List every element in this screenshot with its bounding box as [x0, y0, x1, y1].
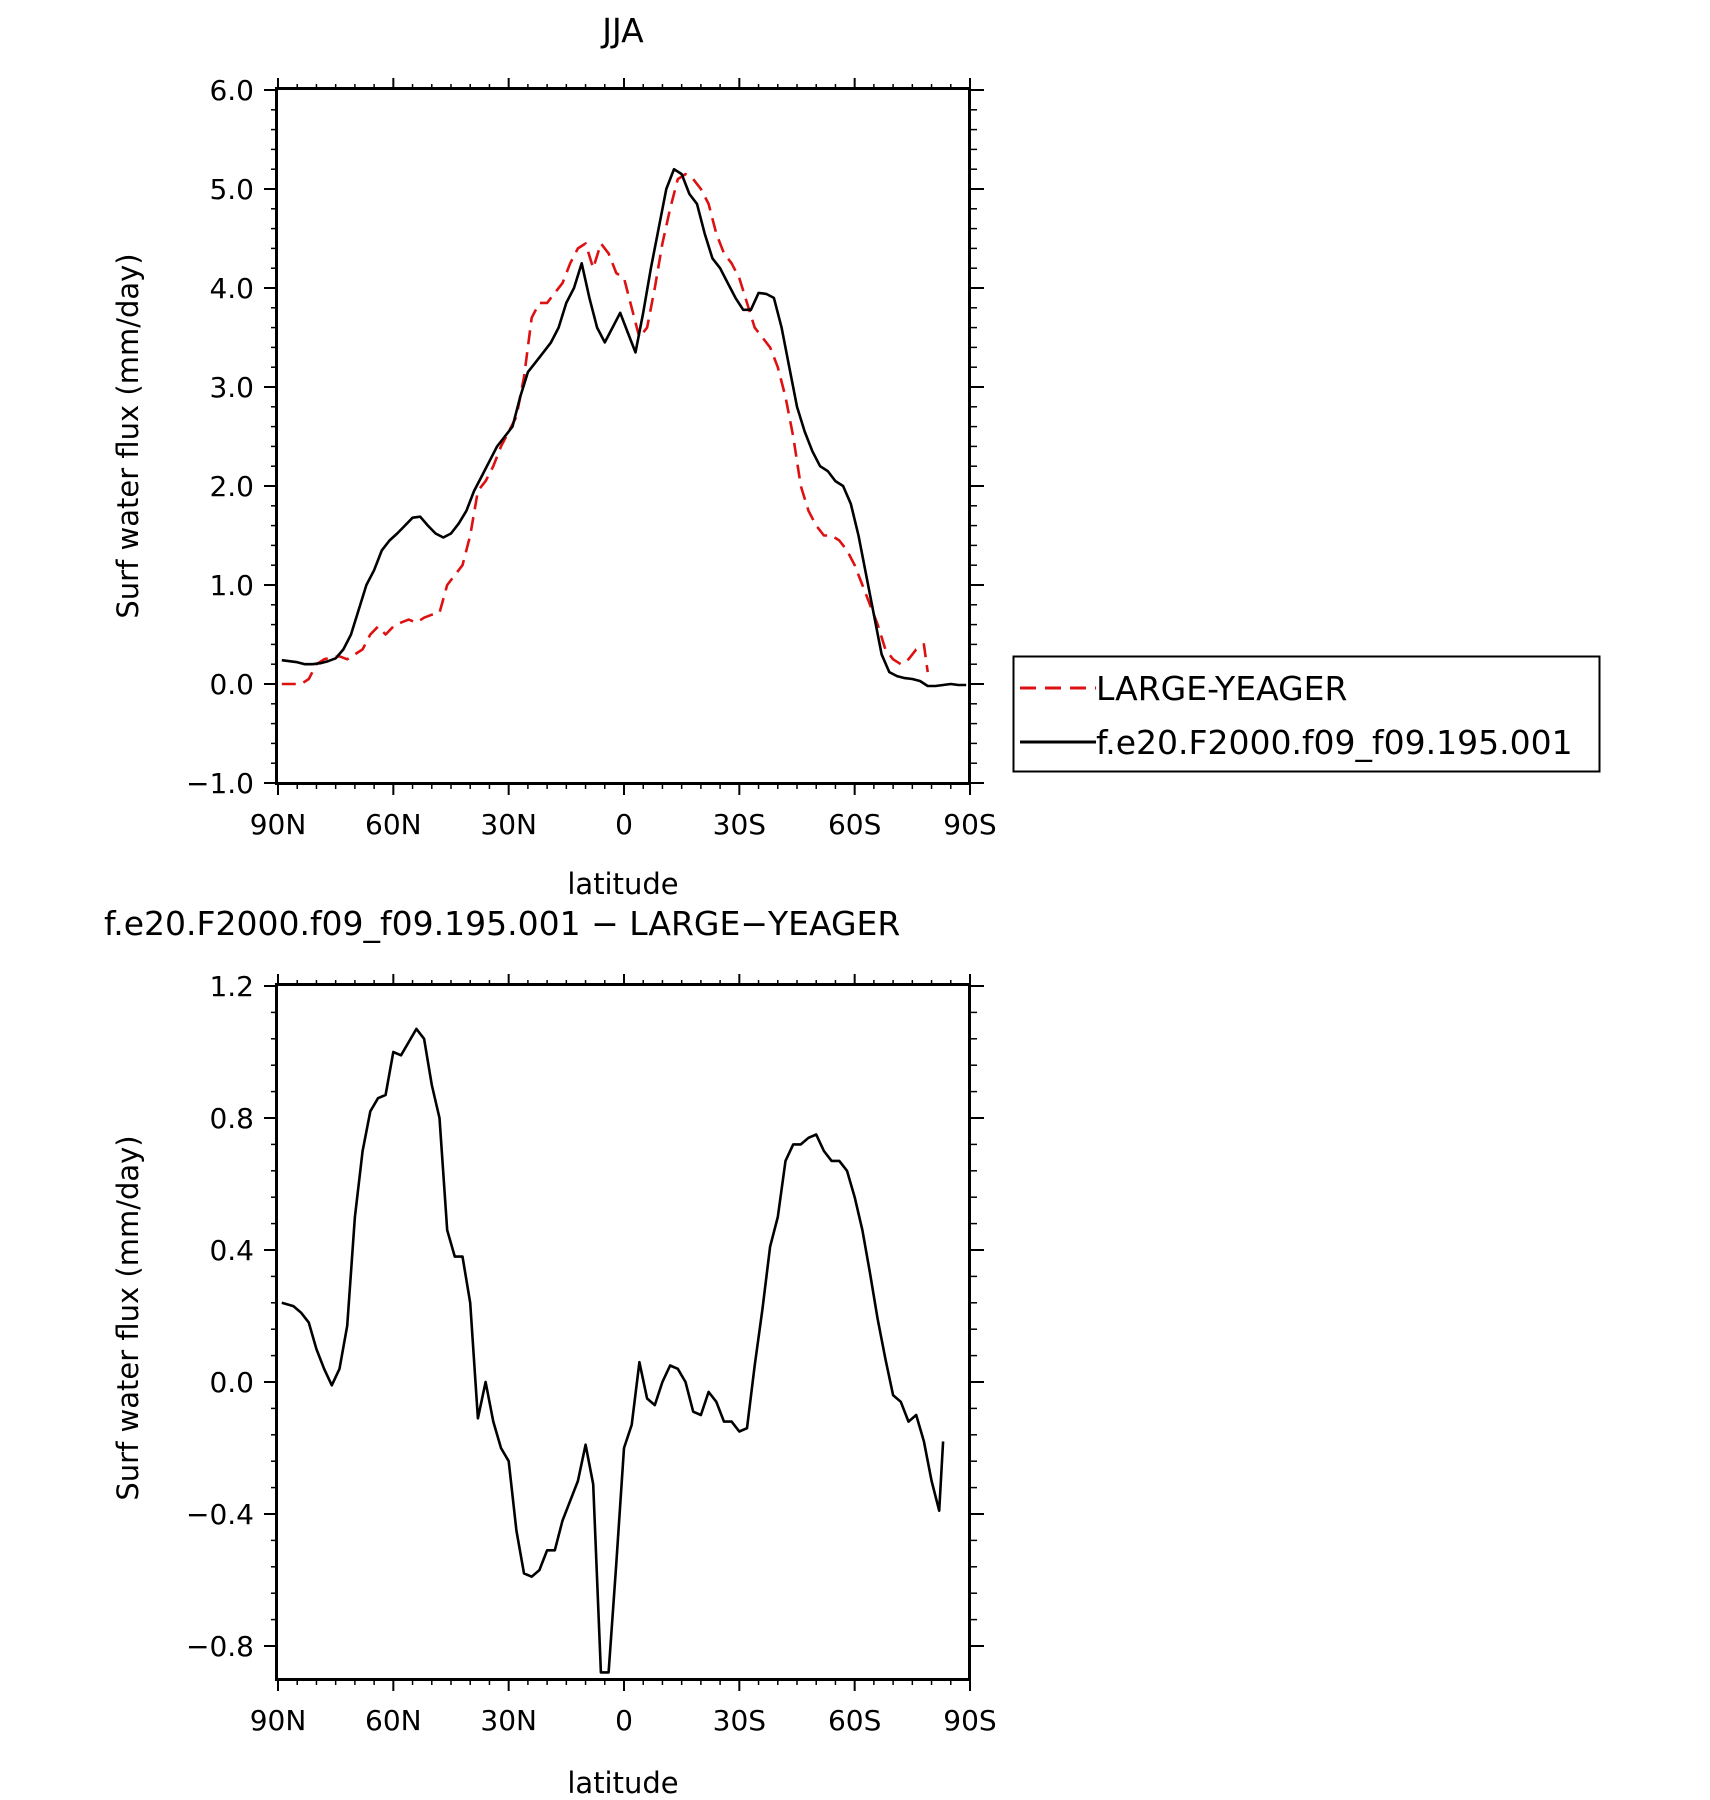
x-tick-label: 90N: [250, 1704, 307, 1737]
chart-title: f.e20.F2000.f09_f09.195.001 − LARGE−YEAG…: [104, 904, 900, 943]
chart-title: JJA: [600, 11, 644, 50]
y-tick-label: 0.0: [209, 668, 254, 701]
y-axis-label: Surf water flux (mm/day): [111, 1135, 145, 1500]
y-tick-label: 1.0: [209, 569, 254, 602]
y-tick-label: 0.0: [209, 1366, 254, 1399]
y-tick-label: 6.0: [209, 74, 254, 107]
x-tick-label: 90S: [943, 808, 996, 841]
series-group: [281, 167, 967, 688]
y-tick-label: 0.4: [209, 1234, 254, 1267]
x-tick-label: 60N: [365, 1704, 422, 1737]
y-axis-label: Surf water flux (mm/day): [111, 253, 145, 618]
x-tick-label: 30N: [480, 808, 537, 841]
legend-label-model: f.e20.F2000.f09_f09.195.001: [1096, 723, 1573, 762]
x-tick-label: 30S: [713, 808, 766, 841]
x-tick-label: 90S: [943, 1704, 996, 1737]
x-axis-label: latitude: [567, 867, 678, 901]
y-tick-label: −1.0: [186, 767, 254, 800]
y-tick-label: 3.0: [209, 371, 254, 404]
y-tick-label: 4.0: [209, 272, 254, 305]
x-tick-label: 0: [615, 1704, 633, 1737]
x-tick-label: 30N: [480, 1704, 537, 1737]
x-tick-label: 60N: [365, 808, 422, 841]
x-tick-label: 90N: [250, 808, 307, 841]
x-tick-label: 0: [615, 808, 633, 841]
series-line-difference: [281, 1027, 945, 1674]
legend-box: [1012, 655, 1601, 773]
chart-difference: f.e20.F2000.f09_f09.195.001 − LARGE−YEAG…: [104, 904, 997, 1800]
plot-frame: [275, 87, 971, 785]
tick-group: 90N 60N 30N 0 30S 60S 90S −1.0 0.0 1.0 2.0 3.0 4.0 5.…: [186, 74, 997, 841]
series-group: [281, 1027, 945, 1674]
x-tick-label: 60S: [828, 808, 881, 841]
tick-group: 90N 60N 30N 0 30S 60S 90S −0.8 −0.4 0.0 0.4 0.8 1.2: [186, 970, 997, 1737]
y-tick-label: 2.0: [209, 470, 254, 503]
chart-jja: JJA latitude Surf water flux (mm/day) 90…: [111, 11, 1601, 901]
series-line-f-e20-f2000-f09-f09-195-001: [281, 167, 967, 688]
y-tick-label: −0.8: [186, 1630, 254, 1663]
legend: LARGE-YEAGER f.e20.F2000.f09_f09.195.001: [1012, 655, 1601, 773]
y-tick-label: −0.4: [186, 1498, 254, 1531]
y-tick-label: 5.0: [209, 173, 254, 206]
x-axis-label: latitude: [567, 1766, 678, 1800]
x-tick-label: 30S: [713, 1704, 766, 1737]
y-tick-label: 0.8: [209, 1102, 254, 1135]
plot-frame: [275, 983, 971, 1681]
x-tick-label: 60S: [828, 1704, 881, 1737]
y-tick-label: 1.2: [209, 970, 254, 1003]
series-line-large-yeager: [281, 172, 929, 686]
legend-label-large-yeager: LARGE-YEAGER: [1096, 669, 1347, 708]
